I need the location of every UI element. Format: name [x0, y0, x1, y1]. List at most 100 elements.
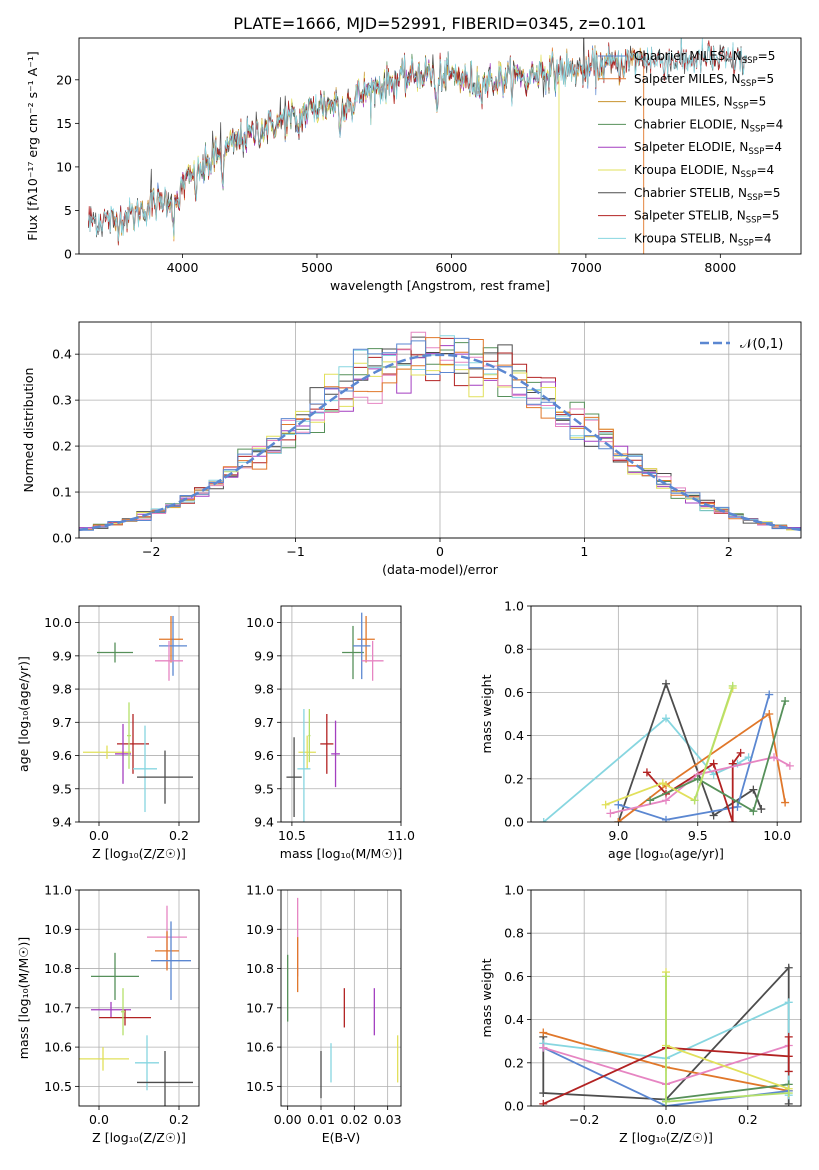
plot-area — [88, 38, 748, 254]
weight-marker — [662, 679, 670, 688]
weight-marker — [662, 972, 670, 981]
weight-marker — [784, 1032, 793, 1041]
y-axis-label: Flux [fλ10⁻¹⁷ erg cm⁻² s⁻¹ A⁻¹] — [25, 51, 40, 240]
y-tick-label: 0.4 — [504, 728, 524, 743]
y-tick-label: 9.9 — [52, 648, 72, 663]
y-tick-label: 9.7 — [254, 715, 274, 730]
weight-marker — [728, 681, 737, 690]
y-tick-label: 0.0 — [504, 815, 524, 830]
y-tick-label: 10.8 — [246, 961, 274, 976]
weight-marker — [784, 1099, 793, 1106]
y-tick-label: 0.4 — [52, 347, 72, 362]
weight-marker — [749, 807, 758, 816]
y-tick-label: 0 — [64, 247, 72, 262]
weight-marker — [662, 714, 670, 723]
legend-value: =5 — [762, 209, 780, 223]
legend-label-8: Kroupa STELIB, NSSP=4 — [634, 231, 772, 248]
plot-area — [79, 331, 801, 538]
legend-label-2: Kroupa MILES, NSSP=5 — [634, 95, 766, 112]
weight-marker — [606, 809, 615, 818]
weight-marker — [757, 805, 766, 814]
y-tick-label: 0.2 — [504, 771, 524, 786]
weight-line-8 — [693, 685, 734, 801]
x-tick-label: 0.00 — [274, 1112, 302, 1127]
weight-marker — [784, 998, 793, 1007]
weight-marker — [642, 768, 651, 777]
weight-line-4 — [646, 752, 742, 822]
weight-marker — [662, 1097, 670, 1106]
weight-line-6 — [665, 1083, 789, 1101]
axes-frame — [78, 889, 200, 1107]
weight-marker — [733, 802, 742, 811]
weight-marker — [784, 1067, 793, 1076]
weight-marker — [781, 697, 790, 706]
legend-label-6: Chabrier STELIB, NSSP=5 — [634, 186, 781, 203]
legend-label-3: Chabrier ELODIE, NSSP=4 — [634, 117, 783, 134]
y-tick-label: 0.6 — [504, 685, 524, 700]
y-tick-label: 10.5 — [44, 1079, 72, 1094]
x-tick-label: 0.2 — [169, 1112, 189, 1127]
weight-marker — [658, 779, 667, 788]
axes-frame — [78, 605, 200, 823]
legend-value: =5 — [749, 95, 767, 109]
y-tick-label: 0.0 — [52, 531, 72, 546]
weight-marker — [662, 796, 670, 805]
weight-marker — [614, 818, 623, 822]
legend-text: Salpeter STELIB, N — [634, 209, 746, 223]
x-axis-label: age [log₁₀(age/yr)] — [608, 846, 724, 861]
weight-marker — [785, 761, 794, 770]
y-tick-label: 10.9 — [246, 922, 274, 937]
x-tick-label: 9.5 — [688, 828, 708, 843]
legend-text: Kroupa STELIB, N — [634, 231, 738, 245]
legend-subscript: SSP — [741, 79, 757, 89]
legend-subscript: SSP — [742, 56, 758, 66]
panel-mass_weight_vs_Z: −0.2 0.0 0.2 0.0 0.2 0.4 0.6 0.8 1.0 Z [log₁₀(Z/Z… — [479, 883, 802, 1145]
legend-subscript: SSP — [733, 102, 749, 112]
x-tick-label: 8000 — [704, 260, 736, 275]
x-tick-label: 0.0 — [89, 828, 109, 843]
y-axis-label: mass [log₁₀(M/M☉)] — [16, 937, 31, 1059]
x-tick-label: −0.2 — [569, 1112, 599, 1127]
y-axis-label: mass weight — [479, 958, 494, 1037]
y-tick-label: 5 — [64, 203, 72, 218]
y-tick-label: 10.7 — [246, 1000, 274, 1015]
y-axis-label: mass weight — [479, 674, 494, 753]
plot-area — [287, 897, 399, 1099]
x-tick-label: 0.2 — [738, 1112, 758, 1127]
weight-marker — [693, 774, 702, 783]
panel-residuals: −2 −1 0 1 2 0.0 0.1 0.2 0.3 0.4 (data-model)/error… — [21, 321, 802, 577]
x-tick-label: 0.2 — [169, 828, 189, 843]
x-tick-label: −2 — [142, 544, 160, 559]
panel-mass_vs_Z: 0.0 0.2 10.5 10.6 10.7 10.8 10.9 11.0 Z [log₁₀(Z… — [16, 883, 200, 1145]
y-tick-label: 10.5 — [246, 1079, 274, 1094]
legend-subscript: SSP — [747, 193, 763, 203]
axes-frame — [78, 321, 802, 539]
legend-value: =5 — [756, 72, 774, 86]
y-tick-label: 0.8 — [504, 926, 524, 941]
x-tick-label: 0.03 — [374, 1112, 402, 1127]
y-tick-label: 10.8 — [44, 961, 72, 976]
legend-text: Salpeter MILES, N — [634, 72, 741, 86]
legend-text: Chabrier MILES, N — [634, 49, 742, 63]
plot-area — [539, 963, 793, 1106]
x-tick-label: 0.01 — [307, 1112, 335, 1127]
legend-label-0: Chabrier MILES, NSSP=5 — [634, 49, 775, 66]
legend-value: =5 — [763, 186, 781, 200]
panel-spectrum: 4000 5000 6000 7000 8000 0 5 10 15 20 wavelength [… — [25, 37, 802, 293]
y-tick-label: 10.0 — [44, 615, 72, 630]
weight-marker — [539, 1028, 548, 1037]
x-tick-label: 0.0 — [656, 1112, 676, 1127]
x-tick-label: 0.02 — [340, 1112, 368, 1127]
panel-age_vs_Z: 0.0 0.2 9.4 9.5 9.6 9.7 9.8 9.9 10.0 Z [log₁₀(Z/Z… — [16, 605, 200, 861]
weight-marker — [728, 818, 737, 822]
y-tick-label: 0.2 — [52, 439, 72, 454]
x-axis-label: E(B-V) — [322, 1130, 361, 1145]
weight-marker — [646, 796, 655, 805]
weight-marker — [539, 1089, 548, 1098]
weight-marker — [690, 796, 699, 805]
weight-line-2 — [618, 694, 771, 821]
y-tick-label: 11.0 — [246, 883, 274, 898]
axes-frame — [280, 889, 402, 1107]
x-axis-label: (data-model)/error — [382, 562, 499, 577]
